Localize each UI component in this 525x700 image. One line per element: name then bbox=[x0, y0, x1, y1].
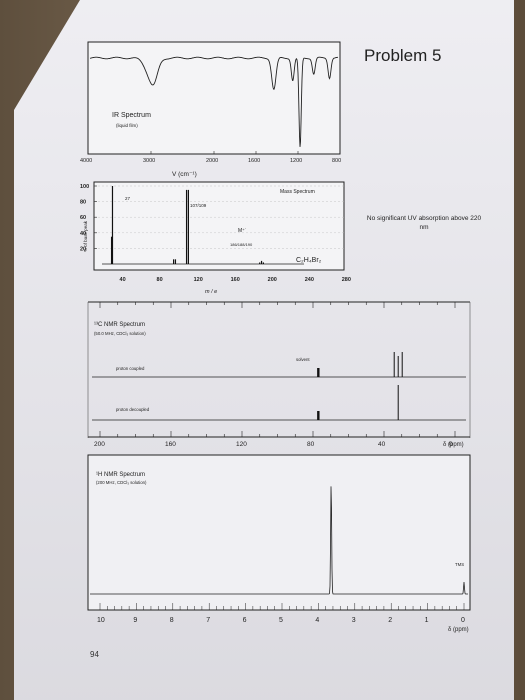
ms-y-tick-label: 80 bbox=[80, 200, 86, 206]
h1-unit: δ (ppm) bbox=[448, 627, 469, 633]
ms-xlabel: m / e bbox=[205, 289, 217, 295]
h1-frame bbox=[87, 454, 471, 611]
proton-decoupled-label: proton decoupled bbox=[116, 407, 150, 412]
ms-y-tick-label: 60 bbox=[80, 215, 86, 221]
ms-x-tick-label: 120 bbox=[194, 277, 203, 283]
ms-x-tick-label: 240 bbox=[305, 277, 314, 283]
ms-y-axis: 100 80 60 40 20 bbox=[80, 184, 97, 252]
tms-label: TMS bbox=[455, 562, 464, 567]
h1-subtitle: (200 MHz, CDCl₃ solution) bbox=[96, 480, 147, 485]
ms-ylabel: % of base peak bbox=[83, 220, 88, 252]
h1-nmr-spectrum: ¹H NMR Spectrum (200 MHz, CDCl₃ solution… bbox=[87, 454, 471, 633]
h1-tick-label: 0 bbox=[461, 617, 465, 624]
page-number: 94 bbox=[90, 650, 99, 659]
ms-title: Mass Spectrum bbox=[280, 189, 315, 195]
c13-tick-label: 120 bbox=[236, 441, 247, 448]
ir-tick-label: 4000 bbox=[80, 158, 92, 164]
ir-tick-label: 3000 bbox=[143, 158, 155, 164]
ir-subtitle: (liquid film) bbox=[116, 123, 138, 128]
h1-tick-label: 7 bbox=[206, 617, 210, 624]
h1-trace bbox=[90, 486, 468, 595]
c13-title: ¹³C NMR Spectrum bbox=[94, 322, 145, 328]
h1-tick-label: 1 bbox=[425, 617, 429, 624]
h1-tick-label: 10 bbox=[97, 617, 105, 624]
problem-title: Problem 5 bbox=[364, 46, 442, 65]
ms-x-tick-label: 200 bbox=[268, 277, 277, 283]
c13-tick-label: 80 bbox=[307, 441, 315, 448]
ir-tick-label: 1200 bbox=[290, 158, 302, 164]
solvent-peak bbox=[317, 411, 320, 420]
ms-y-tick-label: 40 bbox=[80, 231, 86, 237]
ms-formula: C₂H₄Br₂ bbox=[296, 257, 322, 264]
c13-tick-label: 0 bbox=[449, 441, 453, 448]
ir-tick-label: 1600 bbox=[248, 158, 260, 164]
h1-tick-label: 2 bbox=[388, 617, 392, 624]
ir-tick-label: 2000 bbox=[206, 158, 218, 164]
uv-note: No significant UV absorption above 220 n… bbox=[366, 215, 482, 231]
solvent-label: solvent bbox=[296, 357, 310, 362]
h1-tick-label: 4 bbox=[315, 617, 319, 624]
h1-tick-label: 9 bbox=[133, 617, 137, 624]
mass-spectrum: 100 80 60 40 20 40 80 120 160 200 240 280 Mass Spe… bbox=[80, 181, 351, 295]
ms-y-tick-label: 20 bbox=[80, 246, 86, 252]
ir-axis: 4000 3000 2000 1600 1200 800 bbox=[80, 151, 341, 164]
ms-x-tick-label: 80 bbox=[157, 277, 163, 283]
h1-tick-label: 3 bbox=[352, 617, 356, 624]
ms-y-tick-label: 100 bbox=[80, 184, 89, 190]
ir-trace bbox=[89, 56, 338, 147]
c13-nmr-spectrum: ¹³C NMR Spectrum (50.0 MHz, CDCl₃ soluti… bbox=[87, 301, 471, 448]
decoupled-peaks bbox=[317, 385, 399, 420]
ms-peaks bbox=[110, 186, 265, 264]
ms-x-tick-label: 160 bbox=[231, 277, 240, 283]
c13-subtitle: (50.0 MHz, CDCl₃ solution) bbox=[94, 331, 146, 336]
molecular-ion-label: M⁺˙ bbox=[238, 228, 246, 234]
proton-coupled-label: proton coupled bbox=[116, 366, 145, 371]
ir-frame bbox=[87, 41, 341, 155]
h1-title: ¹H NMR Spectrum bbox=[96, 472, 145, 478]
peak-label-107: 107/109 bbox=[190, 203, 207, 208]
c13-unit: δ (ppm) bbox=[443, 442, 464, 448]
c13-tick-label: 200 bbox=[94, 441, 105, 448]
c13-axis: 200 160 120 80 40 0 bbox=[94, 431, 456, 448]
ms-x-axis: 40 80 120 160 200 240 280 bbox=[120, 277, 351, 283]
ms-x-tick-label: 40 bbox=[120, 277, 126, 283]
c13-tick-label: 160 bbox=[165, 441, 176, 448]
ms-frame bbox=[93, 181, 345, 271]
ir-tick-label: 800 bbox=[332, 158, 341, 164]
molecular-ion-values: 186/188/190 bbox=[230, 242, 253, 247]
peak-label-27: 27 bbox=[125, 196, 131, 201]
ir-title: IR Spectrum bbox=[112, 112, 151, 119]
coupled-peaks bbox=[317, 352, 403, 377]
h1-tick-label: 6 bbox=[243, 617, 247, 624]
ir-spectrum: IR Spectrum (liquid film) 4000 3000 2000 16… bbox=[80, 41, 341, 178]
ir-xlabel: V (cm⁻¹) bbox=[172, 171, 197, 178]
c13-tick-label: 40 bbox=[378, 441, 386, 448]
h1-tick-label: 5 bbox=[279, 617, 283, 624]
h1-axis: 10 9 8 7 6 5 4 3 2 1 0 bbox=[97, 603, 465, 624]
solvent-peak bbox=[317, 368, 320, 377]
h1-tick-label: 8 bbox=[170, 617, 174, 624]
ms-x-tick-label: 280 bbox=[342, 277, 351, 283]
